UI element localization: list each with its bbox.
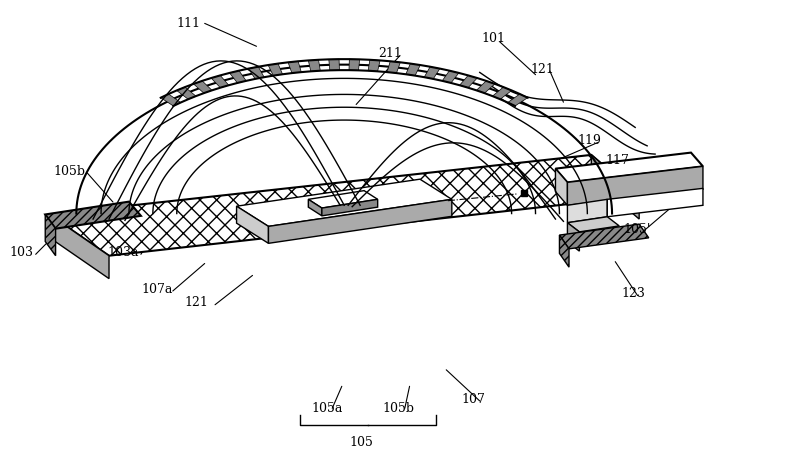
Text: 117: 117 — [606, 154, 630, 167]
Text: 123: 123 — [622, 287, 646, 300]
Text: 121: 121 — [185, 296, 209, 309]
Polygon shape — [211, 76, 229, 88]
Polygon shape — [567, 166, 703, 205]
Polygon shape — [177, 87, 196, 99]
Polygon shape — [349, 59, 360, 71]
Polygon shape — [50, 155, 639, 256]
Polygon shape — [237, 206, 269, 243]
Text: 105: 105 — [350, 436, 374, 449]
Polygon shape — [368, 60, 380, 71]
Polygon shape — [194, 81, 212, 93]
Text: 107a: 107a — [141, 283, 173, 296]
Polygon shape — [476, 81, 495, 93]
Polygon shape — [442, 71, 459, 83]
Polygon shape — [249, 67, 264, 79]
Text: 103a: 103a — [108, 246, 139, 259]
Text: 103: 103 — [10, 246, 34, 259]
Polygon shape — [387, 61, 400, 73]
Polygon shape — [269, 199, 452, 243]
Polygon shape — [237, 179, 452, 226]
Polygon shape — [460, 76, 478, 88]
Polygon shape — [406, 64, 420, 76]
Text: 105b: 105b — [382, 402, 414, 415]
Polygon shape — [607, 189, 703, 217]
Text: 105b: 105b — [53, 165, 85, 178]
Polygon shape — [308, 191, 378, 208]
Text: 101: 101 — [482, 32, 506, 46]
Text: 111: 111 — [177, 17, 201, 30]
Polygon shape — [308, 60, 320, 71]
Polygon shape — [288, 61, 302, 73]
Polygon shape — [230, 71, 246, 83]
Polygon shape — [329, 59, 339, 71]
Polygon shape — [555, 169, 567, 205]
Polygon shape — [508, 94, 528, 106]
Polygon shape — [46, 214, 55, 256]
Polygon shape — [161, 94, 181, 106]
Polygon shape — [559, 224, 649, 249]
Text: 107: 107 — [462, 393, 486, 406]
Polygon shape — [493, 87, 512, 99]
Polygon shape — [567, 223, 579, 251]
Polygon shape — [322, 199, 378, 216]
Text: 105a: 105a — [311, 402, 342, 415]
Polygon shape — [308, 199, 322, 216]
Polygon shape — [559, 235, 569, 267]
Polygon shape — [424, 67, 440, 79]
Polygon shape — [555, 153, 703, 183]
Text: 121: 121 — [530, 63, 554, 76]
Polygon shape — [567, 199, 607, 223]
Polygon shape — [268, 64, 282, 76]
Polygon shape — [46, 201, 141, 229]
Polygon shape — [50, 214, 109, 278]
Text: 119: 119 — [578, 134, 602, 147]
Polygon shape — [591, 155, 639, 219]
Text: 211: 211 — [378, 47, 402, 59]
Text: 105': 105' — [624, 223, 651, 236]
Polygon shape — [567, 217, 619, 232]
